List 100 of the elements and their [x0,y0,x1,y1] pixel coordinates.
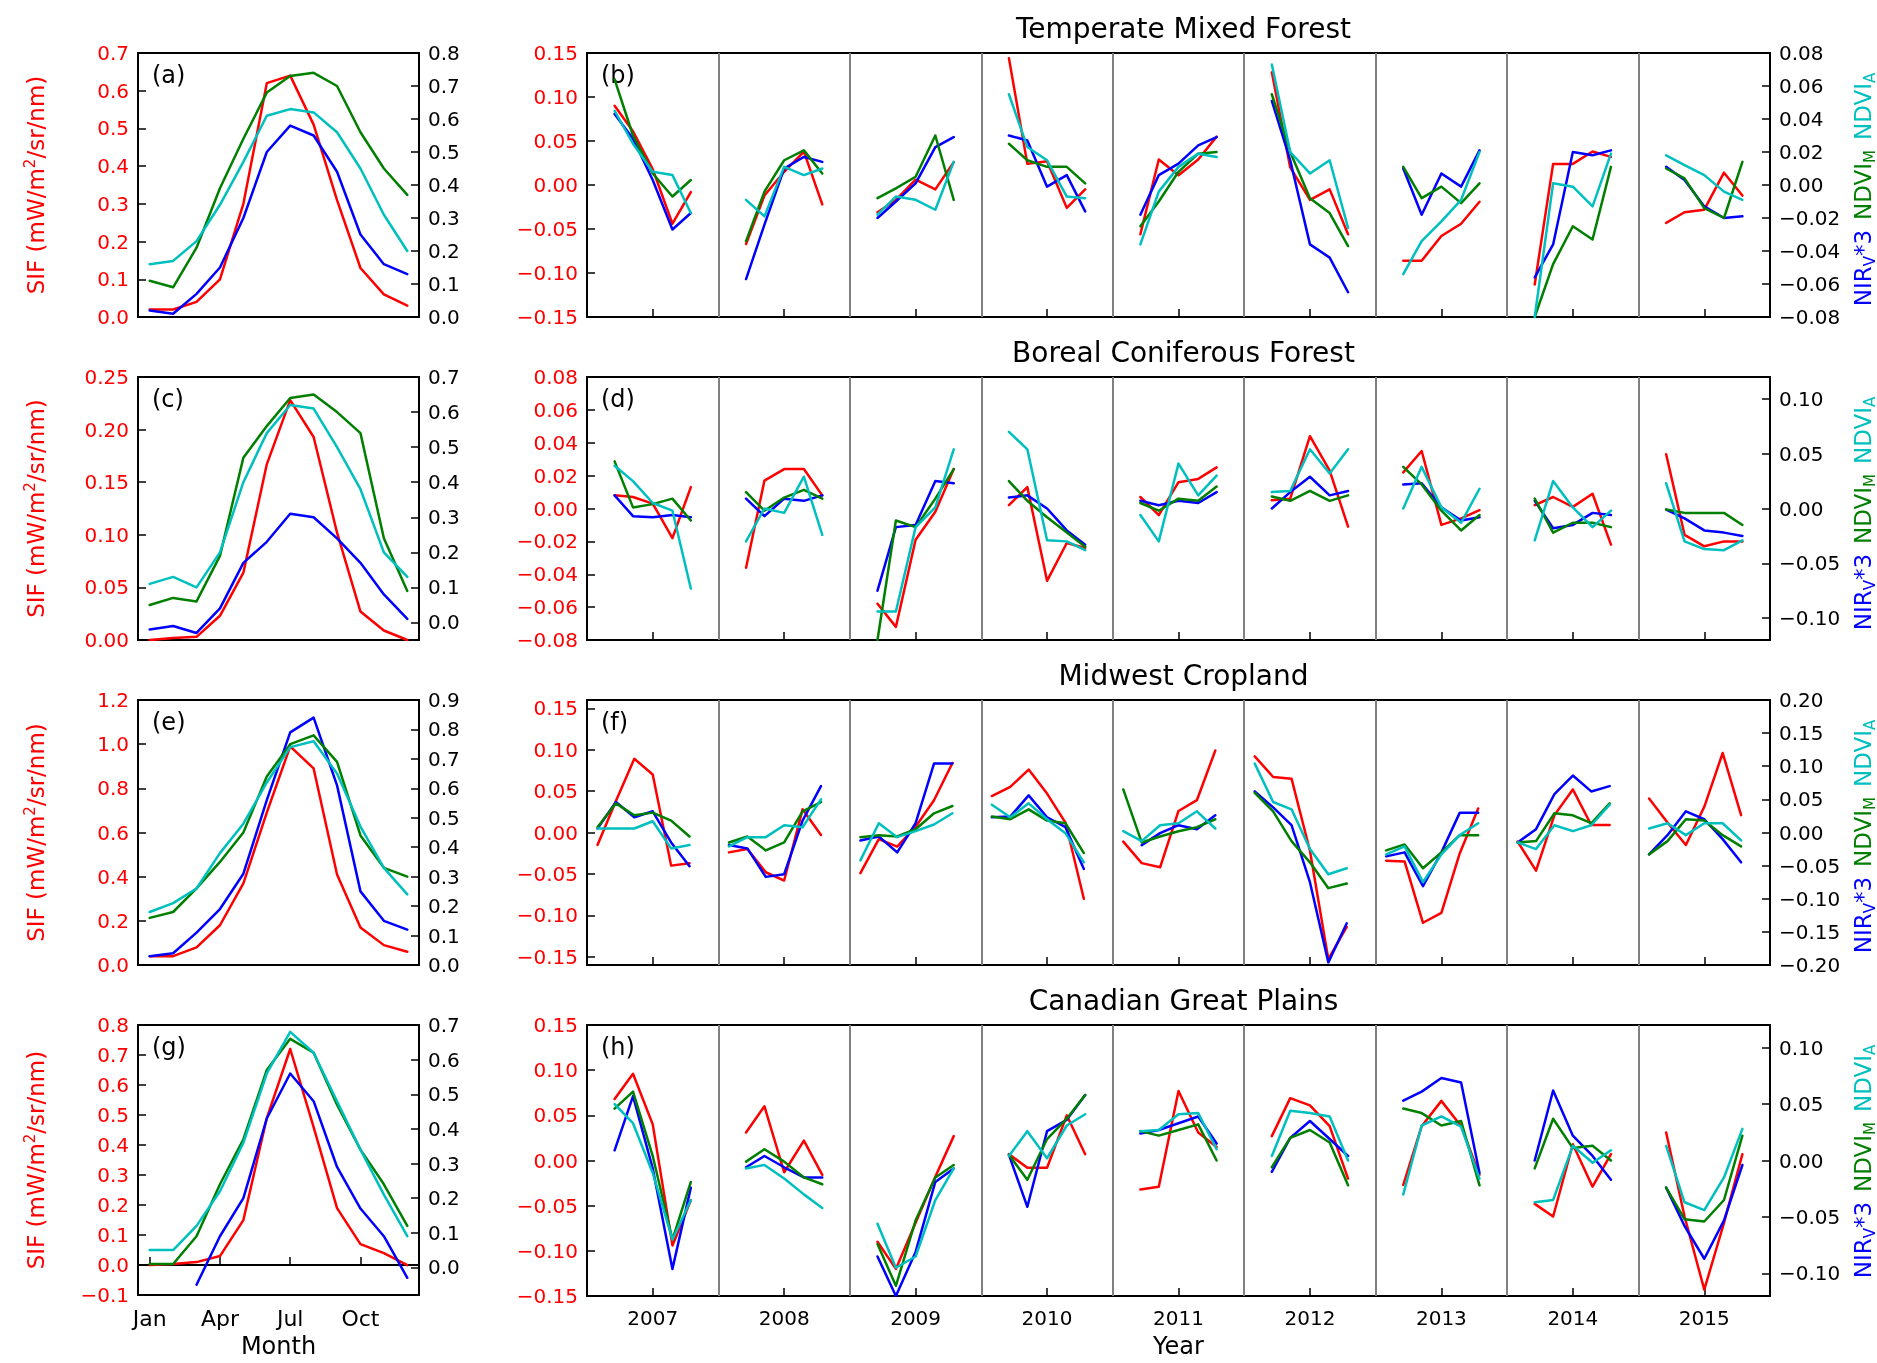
y-axis-title: SIF (mW/m2/sr/nm) [20,723,49,942]
text: NDVIA [1850,718,1877,787]
text: NDVIM [1850,1121,1877,1192]
x-tick-label: 2010 [1021,1306,1073,1330]
text: NDVIA [1850,71,1877,140]
annotation: (b) [601,61,635,89]
y2-tick-label: 0.05 [1779,787,1824,812]
y2-tick-label: 0.10 [1779,386,1824,411]
y-tick-label: 0.00 [533,173,578,197]
y2-tick-label: 0.05 [1779,1092,1824,1117]
annotation: (c) [152,385,184,413]
y2-tick-label: 0.00 [1779,820,1824,845]
text: NIRV*3 [1850,229,1877,307]
text: NIRV*3 [1850,876,1877,954]
y2-tick-label: 0.6 [428,1047,460,1072]
y-axis-title: SIF (mW/m2/sr/nm) [20,399,49,618]
y2-tick-label: 0.2 [428,1186,460,1211]
x-tick-label: Jul [274,1305,304,1331]
y-tick-label: 0.00 [533,820,578,845]
y-tick-label: 0.25 [84,365,129,389]
x-axis-title: Month [240,1332,317,1360]
y2-tick-label: −0.05 [1779,1204,1841,1229]
text: NDVIA [1850,395,1877,464]
y2-tick-label: 0.7 [428,74,460,98]
y2-tick-label: 0.0 [428,1255,460,1280]
chart-title: Temperate Mixed Forest [1014,11,1352,45]
y-tick-label: 0.00 [84,628,129,652]
y-tick-label: −0.10 [516,261,578,285]
y2-tick-label: 0.0 [428,305,460,329]
y-tick-label: −0.04 [516,562,578,587]
y2-tick-label: 0.5 [428,1082,460,1107]
y-tick-label: −0.15 [516,305,578,329]
line-series [148,107,409,266]
y2-tick-label: 0.3 [428,206,460,230]
y2-tick-label: 0.04 [1779,107,1824,131]
y-tick-label: 1.0 [97,732,129,757]
y-tick-label: −0.05 [516,861,578,886]
y2-tick-label: −0.04 [1779,239,1841,263]
y2-tick-label: 0.3 [428,505,460,530]
y2-tick-label: 0.5 [428,435,460,460]
line-series [148,124,409,315]
x-tick-label: 2008 [758,1306,810,1330]
y2-tick-label: 0.8 [428,41,460,65]
y-tick-label: −0.10 [516,903,578,928]
y-tick-label: −0.06 [516,595,578,620]
y-tick-label: 0.20 [84,417,129,442]
y-tick-label: 0.5 [97,1103,129,1128]
y2-tick-label: 0.4 [428,1116,460,1141]
y-tick-label: −0.15 [516,1284,578,1308]
y2-tick-label: 0.0 [428,610,460,635]
y2-tick-label: 0.00 [1779,496,1824,521]
text: NIRV*3 [1850,553,1877,631]
y2-tick-label: 0.06 [1779,74,1824,98]
y-tick-label: 0.4 [97,1133,129,1158]
y-tick-label: 0.0 [97,305,129,329]
y2-tick-label: 0.4 [428,470,460,495]
line-series [148,512,409,635]
y2-tick-label: 0.10 [1779,1035,1824,1060]
y-tick-label: −0.02 [516,529,578,554]
y-tick-label: 0.10 [533,737,578,762]
annotation: (d) [601,385,635,413]
text: NDVIM [1850,473,1877,544]
y-tick-label: 0.02 [533,463,578,488]
y-tick-label: 0.1 [97,1223,129,1248]
y-tick-label: 0.6 [97,820,129,845]
y2-tick-label: 0.00 [1779,173,1824,197]
y2-tick-label: 0.1 [428,1220,460,1245]
y2-tick-label: 0.8 [428,717,460,742]
line-series [195,1072,409,1286]
y-tick-label: −0.05 [516,1193,578,1218]
y-tick-label: −0.1 [80,1283,129,1308]
y-tick-label: −0.15 [516,944,578,969]
y-tick-label: 0.10 [533,1058,578,1083]
y-tick-label: 0.06 [533,397,578,422]
y2-tick-label: 0.4 [428,835,460,860]
y2-tick-label: 0.2 [428,894,460,919]
chart-title: Midwest Cropland [1058,658,1309,692]
y-tick-label: 0.04 [533,430,578,455]
y2-tick-label: 0.05 [1779,441,1824,466]
y-tick-label: 0.05 [533,1103,578,1128]
y2-tick-label: 0.2 [428,540,460,565]
y-tick-label: 0.15 [533,696,578,721]
y2-tick-label: 0.5 [428,140,460,164]
y-tick-label: 0.05 [533,779,578,804]
y-tick-label: 0.2 [97,908,129,933]
y2-tick-label: −0.06 [1779,272,1841,296]
annotation: (e) [152,708,186,736]
y-tick-label: 1.2 [97,688,129,712]
y-tick-label: −0.08 [516,628,578,652]
y2-tick-label: 0.3 [428,1151,460,1176]
y-tick-label: 0.7 [97,41,129,65]
x-tick-label: 2012 [1284,1306,1336,1330]
y2-tick-label: 0.00 [1779,1148,1824,1173]
y2-tick-label: 0.02 [1779,140,1824,164]
y2-tick-label: 0.20 [1779,688,1824,712]
y-tick-label: 0.10 [84,522,129,547]
x-tick-label: 2013 [1415,1306,1467,1330]
y2-tick-label: −0.10 [1779,606,1841,631]
y-tick-label: 0.0 [97,953,129,977]
y-tick-label: 0.10 [533,85,578,109]
